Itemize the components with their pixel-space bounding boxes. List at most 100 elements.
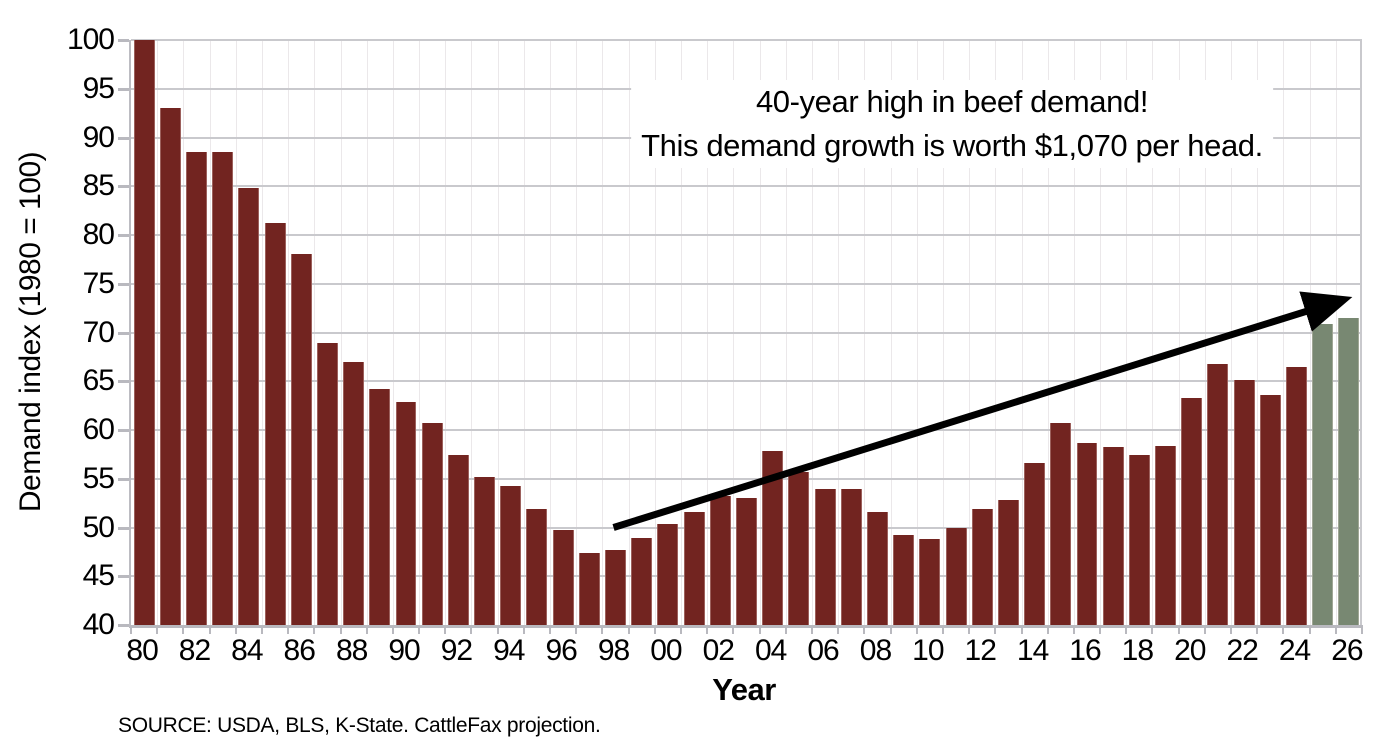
x-tick-label-2006: 06: [807, 634, 839, 667]
bar-2007: [840, 488, 862, 625]
horizontal-gridline: [131, 331, 1362, 334]
x-tick-mark: [208, 625, 211, 634]
x-tick-mark: [653, 625, 656, 634]
bar-1988: [343, 361, 365, 625]
x-tick-mark: [1072, 625, 1075, 634]
x-tick-label-1986: 86: [283, 634, 316, 667]
x-tick-mark: [575, 625, 578, 634]
x-tick-label-1994: 94: [493, 634, 525, 667]
annotation: 40-year high in beef demand! This demand…: [631, 80, 1273, 169]
bar-2026: [1338, 317, 1360, 625]
bar-1983: [212, 152, 234, 625]
y-tick-label-95: 95: [82, 71, 115, 105]
x-tick-mark: [182, 625, 185, 634]
y-tick-mark: [118, 234, 129, 237]
bar-1994: [500, 485, 522, 625]
x-tick-mark: [1203, 625, 1206, 634]
y-tick-label-80: 80: [82, 218, 115, 251]
bar-2005: [788, 471, 810, 625]
source-note: SOURCE: USDA, BLS, K-State. CattleFax pr…: [118, 714, 601, 737]
x-tick-mark: [1282, 625, 1285, 634]
x-tick-label-1980: 80: [126, 634, 158, 667]
x-tick-mark: [1334, 625, 1337, 634]
x-tick-mark: [1230, 625, 1233, 634]
x-tick-mark: [496, 625, 499, 634]
y-tick-label-60: 60: [82, 413, 115, 446]
bar-1980: [133, 40, 155, 625]
x-tick-mark: [732, 625, 735, 634]
bar-2004: [762, 451, 784, 625]
bar-2009: [893, 535, 915, 625]
bar-1999: [631, 538, 653, 625]
bar-1993: [474, 476, 496, 625]
bar-2025: [1312, 323, 1334, 625]
y-tick-label-100: 100: [66, 23, 115, 56]
horizontal-gridline: [131, 380, 1362, 383]
bar-1984: [238, 188, 260, 625]
x-tick-label-1984: 84: [231, 634, 263, 667]
y-tick-mark: [118, 39, 129, 42]
x-tick-label-1992: 92: [440, 634, 473, 667]
x-tick-mark: [365, 625, 368, 634]
y-tick-mark: [118, 136, 129, 140]
bar-2013: [997, 500, 1019, 625]
y-tick-label-55: 55: [82, 461, 115, 495]
bar-1990: [395, 401, 417, 625]
x-tick-label-2004: 04: [755, 634, 787, 667]
x-tick-mark: [391, 625, 394, 634]
bar-2020: [1181, 397, 1203, 625]
bar-1985: [264, 223, 286, 625]
x-tick-mark: [941, 625, 944, 634]
y-tick-mark: [118, 624, 129, 627]
y-tick-mark: [118, 526, 129, 530]
bar-1996: [552, 530, 574, 625]
x-tick-mark: [758, 625, 761, 634]
y-tick-mark: [118, 282, 129, 286]
bar-2010: [919, 539, 941, 625]
bar-1991: [421, 423, 443, 625]
x-tick-label-2012: 12: [964, 634, 997, 667]
annotation-line-2: This demand growth is worth $1,070 per h…: [641, 128, 1263, 164]
y-tick-mark: [118, 477, 129, 481]
x-tick-mark: [1046, 625, 1049, 634]
y-tick-label-40: 40: [82, 608, 115, 641]
x-tick-label-1988: 88: [335, 634, 368, 667]
x-tick-mark: [889, 625, 892, 634]
bar-1981: [159, 108, 181, 625]
y-tick-label-45: 45: [82, 559, 115, 593]
bar-1992: [447, 455, 469, 625]
bar-1986: [290, 253, 312, 625]
horizontal-gridline: [131, 234, 1362, 236]
y-tick-mark: [118, 380, 129, 384]
x-tick-label-2026: 26: [1331, 634, 1363, 667]
x-tick-label-1996: 96: [545, 634, 577, 667]
x-tick-mark: [287, 625, 290, 634]
x-tick-mark: [1361, 625, 1363, 634]
x-tick-mark: [339, 625, 342, 634]
x-tick-mark: [1308, 625, 1311, 634]
bar-2022: [1233, 380, 1255, 625]
x-tick-label-1982: 82: [178, 634, 211, 667]
x-tick-mark: [313, 625, 316, 634]
x-tick-mark: [837, 625, 840, 634]
x-tick-label-1998: 98: [597, 634, 630, 667]
bar-2019: [1155, 445, 1177, 625]
x-tick-label-2018: 18: [1121, 634, 1154, 667]
y-tick-mark: [118, 87, 129, 91]
bar-1989: [369, 389, 391, 625]
x-tick-label-1990: 90: [388, 634, 420, 667]
annotation-line-1: 40-year high in beef demand!: [755, 84, 1149, 119]
x-tick-mark: [1151, 625, 1154, 634]
bar-1982: [186, 152, 207, 625]
x-tick-mark: [863, 625, 866, 634]
x-tick-label-2010: 10: [912, 634, 944, 667]
bar-2001: [683, 511, 705, 625]
horizontal-gridline: [131, 477, 1362, 480]
bar-2024: [1286, 366, 1307, 625]
bar-2023: [1259, 394, 1281, 625]
horizontal-gridline: [131, 185, 1362, 188]
plot-right-border: [1360, 40, 1362, 625]
y-tick-mark: [118, 575, 129, 579]
x-tick-mark: [601, 625, 604, 634]
